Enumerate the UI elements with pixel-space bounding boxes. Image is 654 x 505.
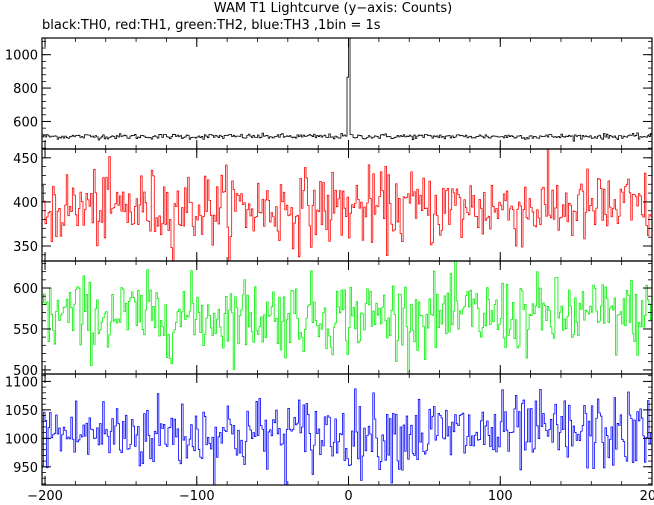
y-tick-label: 1100: [5, 375, 38, 390]
chart-subtitle: black:TH0, red:TH1, green:TH2, blue:TH3 …: [42, 18, 381, 33]
panel-th3: 950 1000 1050 1100: [5, 373, 653, 486]
series-line-th1: [42, 149, 652, 261]
y-tick-label: 600: [13, 282, 38, 297]
x-tick-label: 0: [344, 489, 352, 504]
y-tick-label: 350: [13, 240, 38, 255]
y-tick-label: 800: [13, 82, 38, 97]
y-tick-label: 1000: [5, 49, 38, 64]
x-tick-label: −200: [27, 489, 63, 504]
y-tick-label: 600: [13, 115, 38, 130]
panel-th0: 600 800 1000: [5, 37, 653, 150]
y-tick-label: 1000: [5, 432, 38, 447]
series-line-th3: [42, 388, 652, 485]
x-tick-label: 200: [640, 489, 654, 504]
series-line-th2: [42, 261, 652, 374]
y-tick-label: 1050: [5, 404, 38, 419]
y-tick-label: 500: [13, 364, 38, 379]
chart-title: WAM T1 Lightcurve (y−axis: Counts): [214, 1, 452, 16]
x-tick-label: 100: [488, 489, 513, 504]
panel-frame: [41, 260, 653, 375]
panels-group: 600 800 1000 350 400 450 500 550 600 950 1000 1050 1…: [5, 37, 653, 486]
x-tick-label: −100: [179, 489, 215, 504]
y-tick-label: 450: [13, 152, 38, 167]
y-tick-label: 400: [13, 196, 38, 211]
y-tick-label: 550: [13, 323, 38, 338]
x-axis: −200 −100 0 100 200: [27, 489, 654, 504]
panel-th1: 350 400 450: [13, 148, 653, 262]
panel-th2: 500 550 600: [13, 260, 653, 379]
series-line-th0: [42, 38, 652, 142]
panel-frame: [41, 373, 653, 486]
y-tick-label: 950: [13, 461, 38, 476]
